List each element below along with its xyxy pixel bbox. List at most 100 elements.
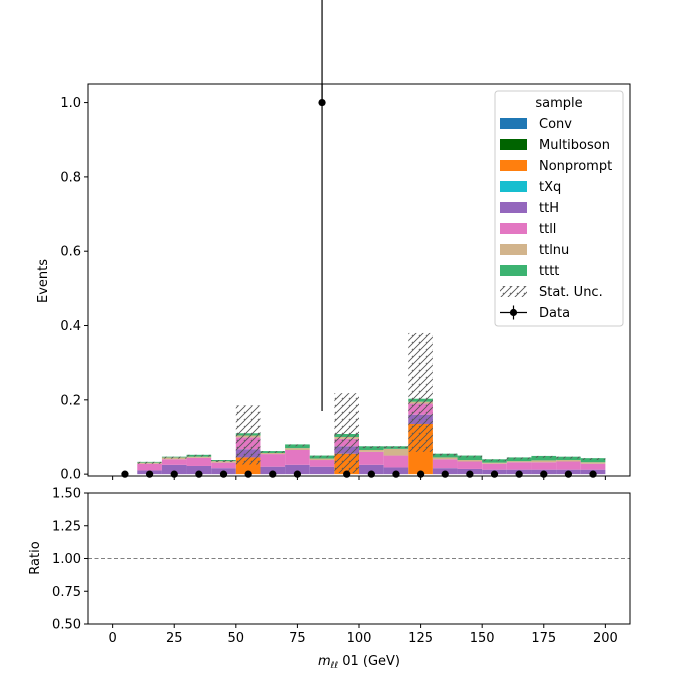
- x-axis-label: mℓℓ 01 (GeV): [318, 654, 400, 671]
- x-tick-label: 200: [593, 631, 618, 646]
- bar-ttlnu: [309, 458, 335, 461]
- data-point: [195, 470, 203, 478]
- data-point: [269, 470, 277, 478]
- ratio-x-ticks: 0 25 50 75 100 125 150 175 200: [108, 624, 618, 646]
- stat-unc-band: [211, 460, 236, 462]
- legend-swatch: [500, 223, 527, 234]
- y-tick-label: 1.0: [60, 96, 81, 111]
- y-tick-label: 0.6: [60, 245, 81, 260]
- legend-swatch: [500, 244, 527, 255]
- stat-unc-band: [408, 332, 433, 452]
- stat-unc-band: [285, 444, 310, 447]
- stat-unc-band: [580, 458, 606, 461]
- y-tick-label: 0.4: [60, 319, 81, 334]
- ratio-y-tick-label: 1.00: [52, 552, 81, 567]
- stat-unc-band: [457, 455, 483, 458]
- bar-ttll: [383, 455, 409, 468]
- x-tick-label: 75: [289, 631, 306, 646]
- legend-label: Data: [539, 306, 570, 321]
- legend-label: ttll: [539, 222, 556, 237]
- bar-ttll: [457, 461, 483, 469]
- stat-unc-band: [334, 393, 359, 474]
- ratio-y-axis-label: Ratio: [28, 541, 43, 574]
- data-point: [441, 470, 449, 478]
- data-point: [589, 470, 597, 478]
- bar-ttll: [580, 463, 606, 470]
- x-tick-label: 150: [470, 631, 495, 646]
- stat-unc-band: [161, 456, 187, 459]
- x-axis-label-subscript: ℓℓ: [330, 661, 338, 671]
- bar-ttlnu: [285, 448, 310, 450]
- data-point: [219, 470, 228, 478]
- bar-ttlnu: [211, 461, 236, 463]
- x-tick-label: 125: [408, 631, 433, 646]
- bar-tttt: [457, 455, 483, 461]
- stat-unc-band: [186, 454, 212, 457]
- ratio-y-tick-label: 0.50: [52, 618, 81, 633]
- stat-unc-band: [432, 453, 458, 456]
- data-point: [244, 470, 252, 478]
- data-point: [121, 470, 129, 478]
- bar-ttll: [359, 451, 384, 465]
- x-tick-label: 100: [347, 631, 372, 646]
- x-tick-label: 0: [108, 631, 116, 646]
- data-point: [466, 470, 474, 478]
- legend-swatch: [500, 265, 527, 276]
- ratio-y-tick-label: 0.75: [52, 585, 81, 600]
- stat-unc-band: [260, 451, 286, 453]
- legend-swatch: [500, 118, 527, 129]
- main-x-ticks: [112, 476, 606, 480]
- legend-data-marker: [509, 308, 518, 317]
- legend-label: ttlnu: [539, 243, 569, 258]
- bar-tth: [285, 464, 310, 475]
- stat-unc-band: [235, 405, 261, 465]
- bar-ttll: [506, 462, 532, 470]
- bar-ttll: [482, 463, 507, 470]
- stat-unc-band: [383, 446, 409, 449]
- legend-label: Nonprompt: [539, 159, 612, 174]
- ratio-panel: 0.50 0.75 1.00 1.25 1.50 0 25 50 75 100 125 150 175…: [28, 487, 631, 671]
- ratio-y-ticks: 0.50 0.75 1.00 1.25 1.50: [52, 487, 88, 633]
- main-y-ticks: 0.0 0.2 0.4 0.6 0.8 1.0: [60, 96, 88, 483]
- bar-tth: [161, 464, 187, 475]
- bar-ttlnu: [432, 457, 458, 460]
- ratio-y-tick-label: 1.50: [52, 487, 81, 502]
- legend-label: ttH: [539, 201, 559, 216]
- legend-label: tttt: [539, 264, 559, 279]
- data-point: [318, 98, 326, 107]
- main-panel: 0.0 0.2 0.4 0.6 0.8 1.0 Events sample Conv Mul…: [36, 0, 631, 483]
- data-point: [564, 470, 573, 478]
- stat-unc-band: [137, 461, 162, 464]
- legend-label: Stat. Unc.: [539, 285, 603, 300]
- bar-tttt: [580, 458, 606, 463]
- bar-ttlnu: [186, 456, 212, 458]
- legend-swatch: [500, 286, 527, 297]
- bar-tth: [260, 466, 286, 475]
- bar-tth: [186, 465, 212, 475]
- bar-tth: [359, 464, 384, 475]
- bar-ttll: [309, 460, 335, 467]
- bar-ttll: [211, 462, 236, 469]
- x-tick-label: 25: [166, 631, 183, 646]
- bar-ttll: [556, 461, 581, 470]
- stat-unc-band: [482, 459, 507, 462]
- data-point: [343, 470, 351, 478]
- bar-ttll: [161, 459, 187, 465]
- legend-title: sample: [535, 96, 582, 111]
- legend-label: tXq: [539, 180, 561, 195]
- legend-swatch: [500, 160, 527, 171]
- legend: sample Conv Multiboson Nonprompt tXq ttH ttll…: [494, 90, 624, 327]
- stat-unc-band: [506, 457, 532, 460]
- stat-unc-band: [531, 455, 557, 458]
- bar-ttlnu: [359, 449, 384, 452]
- data-point: [490, 470, 499, 478]
- bar-ttlnu: [556, 460, 581, 462]
- bar-ttlnu: [506, 461, 532, 463]
- bar-ttlnu: [580, 462, 606, 464]
- bar-ttll: [432, 459, 458, 469]
- bar-ttll: [285, 449, 310, 465]
- bar-ttll: [260, 454, 286, 467]
- data-point: [145, 470, 154, 478]
- data-point: [367, 470, 375, 478]
